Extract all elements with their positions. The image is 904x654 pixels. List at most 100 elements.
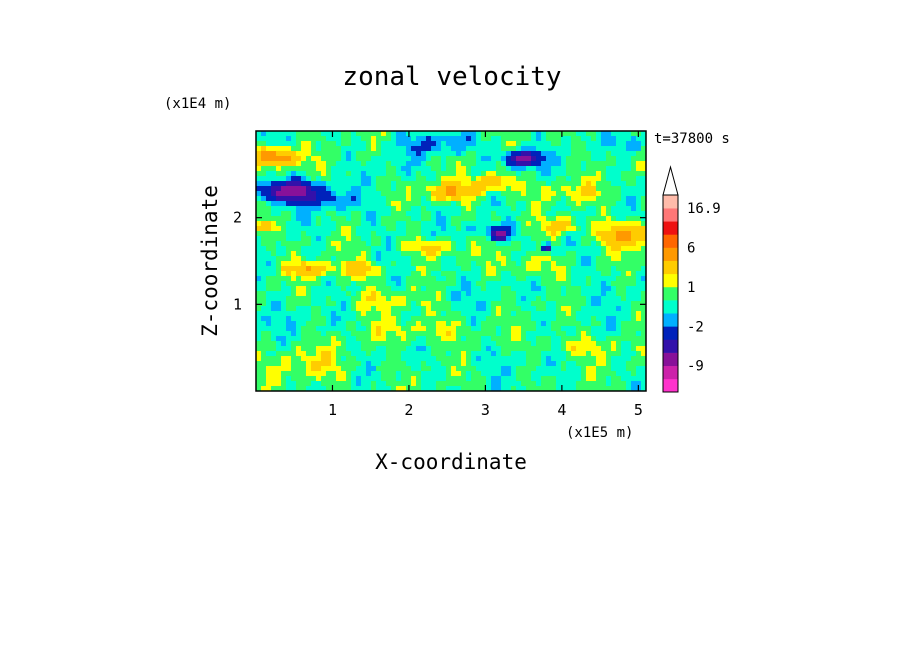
contour-cell: [581, 191, 587, 197]
contour-cell: [316, 346, 322, 352]
contour-cell: [316, 276, 322, 282]
contour-cell: [476, 226, 482, 232]
contour-cell: [261, 216, 267, 222]
contour-cell: [386, 386, 392, 392]
contour-cell: [311, 336, 317, 342]
contour-cell: [561, 306, 567, 312]
contour-cell: [466, 216, 472, 222]
contour-cell: [456, 206, 462, 212]
contour-cell: [576, 311, 582, 317]
contour-cell: [281, 356, 287, 362]
contour-cell: [346, 201, 352, 207]
contour-cell: [576, 381, 582, 387]
contour-cell: [591, 296, 597, 302]
contour-cell: [516, 336, 522, 342]
contour-cell: [586, 161, 592, 167]
contour-cell: [486, 196, 492, 202]
contour-cell: [551, 246, 557, 252]
contour-cell: [256, 156, 262, 162]
contour-cell: [591, 346, 597, 352]
contour-cell: [266, 366, 272, 372]
contour-cell: [321, 176, 327, 182]
contour-cell: [521, 211, 527, 217]
contour-cell: [306, 326, 312, 332]
contour-cell: [406, 361, 412, 367]
contour-cell: [331, 201, 337, 207]
contour-cell: [631, 186, 637, 192]
contour-cell: [641, 201, 647, 207]
contour-field: [256, 131, 647, 392]
contour-cell: [541, 241, 547, 247]
contour-cell: [431, 196, 437, 202]
contour-cell: [286, 346, 292, 352]
contour-cell: [351, 136, 357, 142]
contour-cell: [366, 356, 372, 362]
contour-cell: [371, 206, 377, 212]
contour-cell: [461, 286, 467, 292]
contour-cell: [281, 261, 287, 267]
contour-cell: [291, 316, 297, 322]
contour-cell: [621, 236, 627, 242]
contour-cell: [541, 211, 547, 217]
contour-cell: [546, 181, 552, 187]
contour-cell: [376, 291, 382, 297]
contour-cell: [536, 331, 542, 337]
contour-cell: [321, 221, 327, 227]
contour-cell: [466, 316, 472, 322]
contour-cell: [416, 341, 422, 347]
contour-cell: [486, 151, 492, 157]
contour-cell: [341, 261, 347, 267]
contour-cell: [271, 131, 277, 137]
contour-cell: [481, 191, 487, 197]
contour-cell: [586, 276, 592, 282]
contour-cell: [366, 146, 372, 152]
contour-cell: [341, 206, 347, 212]
contour-cell: [456, 176, 462, 182]
contour-cell: [411, 236, 417, 242]
contour-cell: [606, 266, 612, 272]
contour-cell: [571, 261, 577, 267]
contour-cell: [286, 251, 292, 257]
contour-cell: [261, 211, 267, 217]
contour-cell: [591, 311, 597, 317]
contour-cell: [601, 256, 607, 262]
contour-cell: [366, 341, 372, 347]
contour-cell: [596, 251, 602, 257]
contour-cell: [471, 176, 477, 182]
contour-cell: [546, 301, 552, 307]
contour-cell: [476, 301, 482, 307]
contour-cell: [281, 176, 287, 182]
contour-cell: [301, 156, 307, 162]
contour-cell: [566, 251, 572, 257]
contour-cell: [381, 146, 387, 152]
contour-cell: [606, 221, 612, 227]
contour-cell: [391, 301, 397, 307]
contour-cell: [306, 266, 312, 272]
contour-cell: [366, 151, 372, 157]
contour-cell: [301, 331, 307, 337]
contour-cell: [346, 306, 352, 312]
contour-cell: [601, 371, 607, 377]
contour-cell: [531, 236, 537, 242]
contour-cell: [416, 326, 422, 332]
contour-cell: [611, 191, 617, 197]
contour-cell: [501, 351, 507, 357]
contour-cell: [441, 346, 447, 352]
contour-cell: [561, 341, 567, 347]
contour-cell: [586, 186, 592, 192]
contour-cell: [561, 156, 567, 162]
contour-cell: [316, 301, 322, 307]
contour-cell: [566, 361, 572, 367]
contour-cell: [256, 161, 262, 167]
contour-cell: [401, 291, 407, 297]
contour-cell: [431, 181, 437, 187]
contour-cell: [331, 356, 337, 362]
contour-cell: [621, 141, 627, 147]
contour-cell: [606, 316, 612, 322]
contour-cell: [396, 371, 402, 377]
contour-cell: [371, 236, 377, 242]
contour-cell: [551, 231, 557, 237]
contour-cell: [616, 331, 622, 337]
contour-cell: [361, 266, 367, 272]
contour-cell: [391, 196, 397, 202]
